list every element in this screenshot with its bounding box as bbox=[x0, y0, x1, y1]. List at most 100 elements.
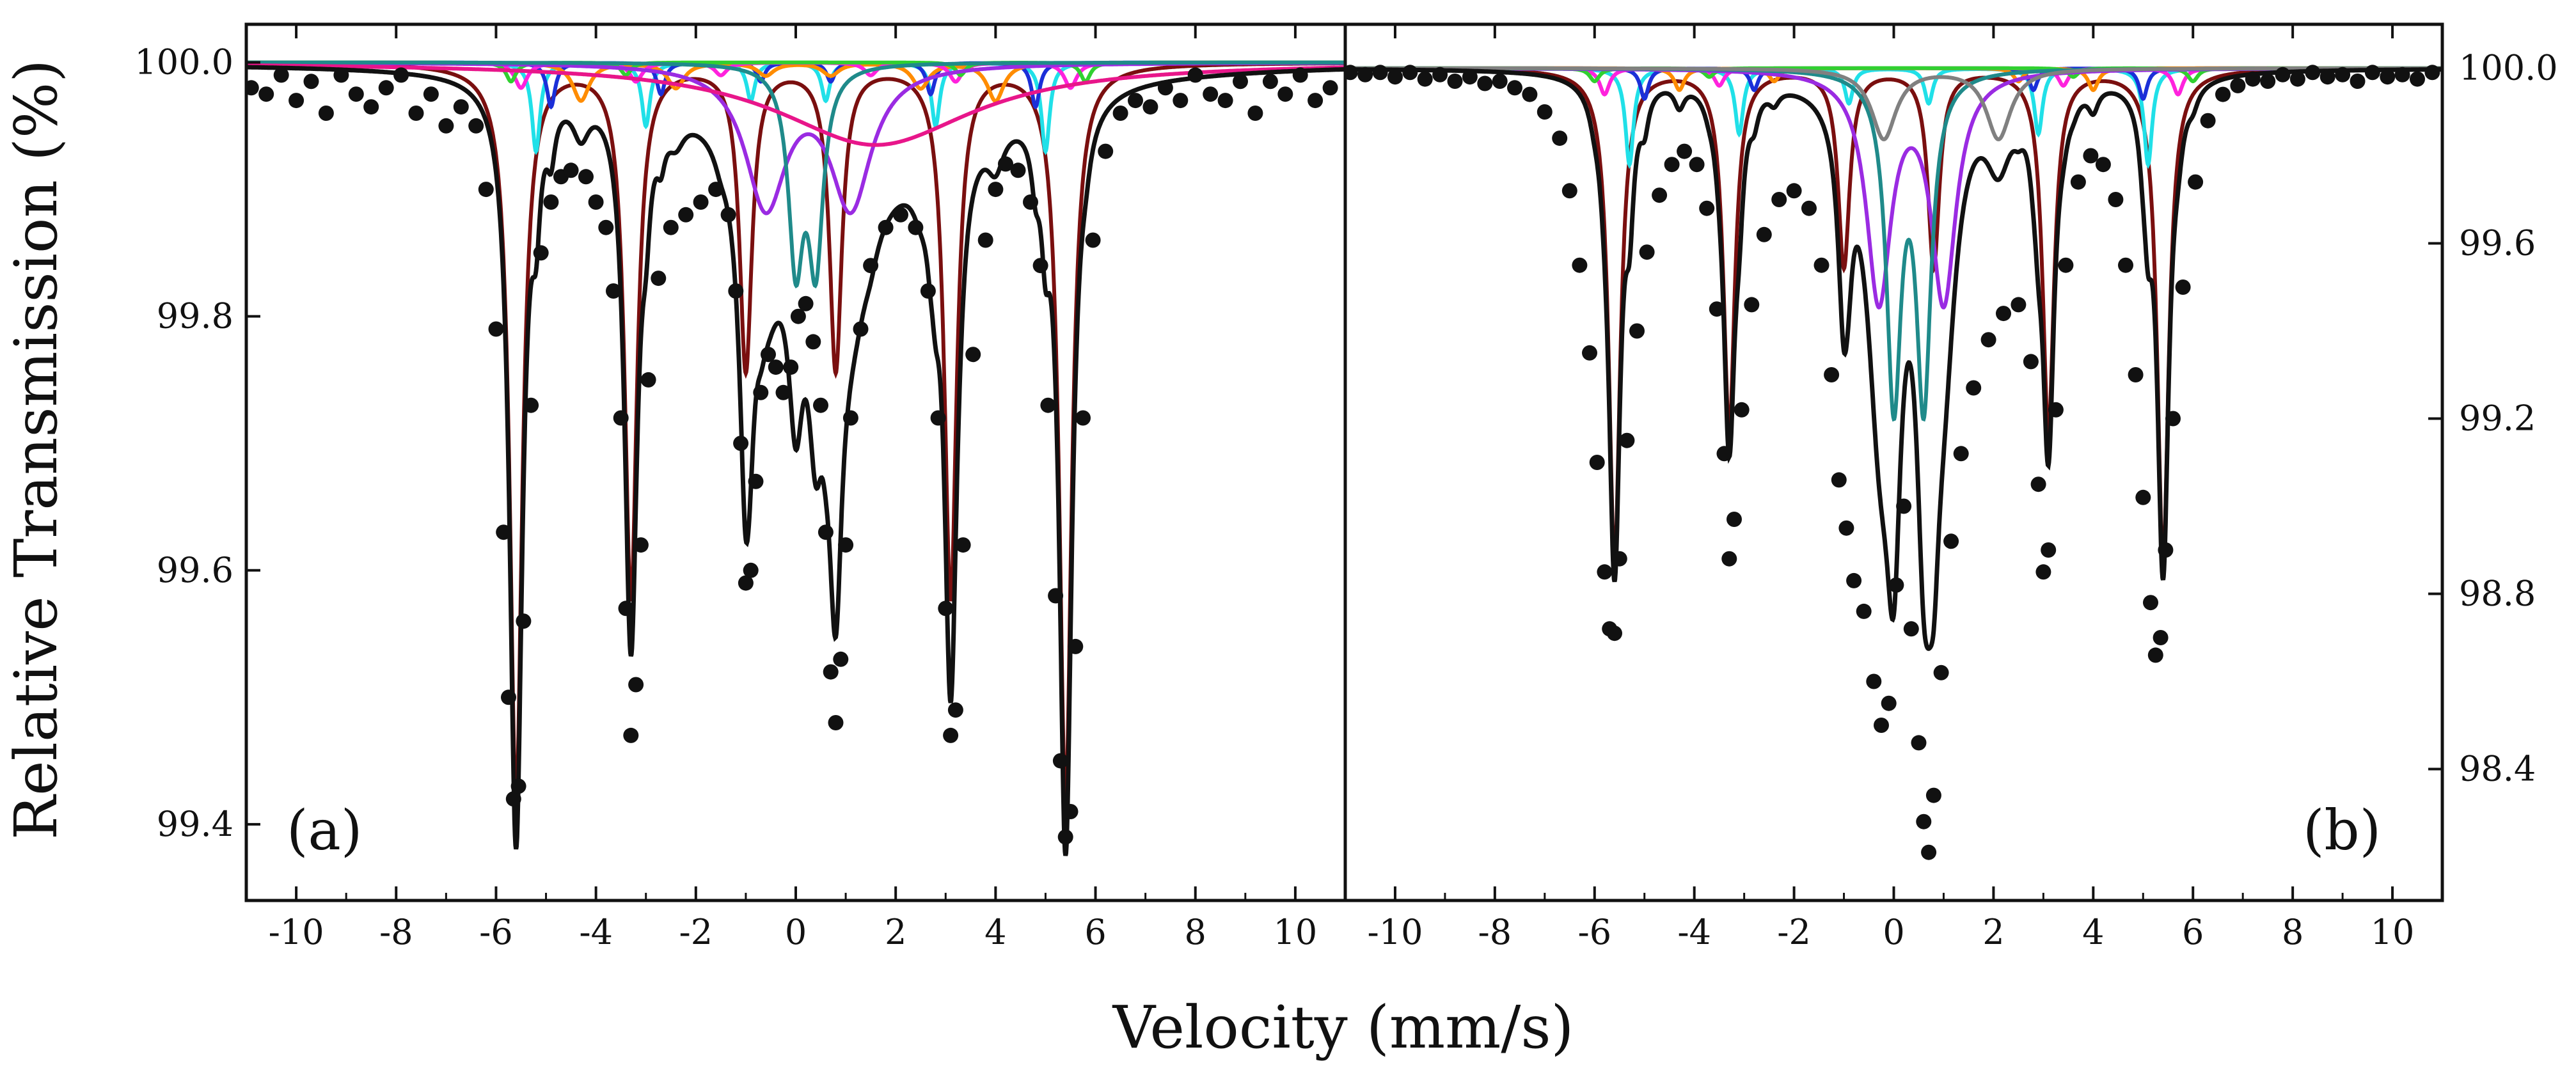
data-point bbox=[1063, 804, 1079, 819]
data-point bbox=[1052, 753, 1068, 769]
data-point bbox=[563, 162, 579, 178]
data-point bbox=[543, 194, 559, 210]
data-point bbox=[1582, 345, 1597, 361]
panel-b-plot: -10 -8 -6 -4 -2 0 2 4 6 8 10 98.4 98.8 99.2 99.6 100.0 bbox=[1343, 22, 2558, 952]
x-tick-label: -8 bbox=[1478, 912, 1512, 952]
data-point bbox=[1357, 67, 1373, 83]
data-point bbox=[2275, 67, 2291, 83]
data-point bbox=[2305, 65, 2321, 81]
data-point bbox=[258, 86, 274, 102]
data-point bbox=[2364, 65, 2380, 81]
data-point bbox=[738, 575, 754, 591]
data-point bbox=[988, 182, 1004, 198]
data-point bbox=[2165, 411, 2181, 427]
data-point bbox=[1996, 306, 2011, 322]
data-point bbox=[1277, 86, 1293, 102]
data-point bbox=[1734, 402, 1750, 418]
data-point bbox=[501, 689, 516, 705]
data-point bbox=[348, 86, 364, 102]
data-point bbox=[533, 245, 549, 261]
data-point bbox=[453, 99, 469, 115]
data-point bbox=[838, 537, 854, 553]
panel-a-plot: -10 -8 -6 -4 -2 0 2 4 6 8 10 99.4 99.6 99.8 100.0 bbox=[134, 22, 1347, 952]
data-point bbox=[1866, 673, 1882, 689]
data-point bbox=[1057, 829, 1073, 845]
data-point bbox=[743, 562, 759, 578]
x-tick-label: -4 bbox=[579, 912, 613, 952]
data-point bbox=[1112, 106, 1128, 121]
data-point bbox=[938, 601, 954, 617]
data-point bbox=[1048, 588, 1064, 604]
data-point bbox=[2350, 74, 2366, 89]
data-point bbox=[1417, 71, 1433, 87]
data-point bbox=[768, 359, 784, 375]
data-point bbox=[2394, 67, 2410, 83]
data-point bbox=[908, 219, 924, 235]
data-point bbox=[1247, 106, 1263, 121]
data-point bbox=[478, 182, 494, 198]
panel-b-label: (b) bbox=[2303, 799, 2381, 863]
data-point bbox=[2083, 148, 2099, 164]
data-point bbox=[1689, 157, 1705, 173]
data-point bbox=[273, 67, 289, 83]
data-point bbox=[1611, 551, 1627, 567]
data-point bbox=[2048, 402, 2064, 418]
data-point bbox=[488, 321, 504, 337]
data-point bbox=[2135, 489, 2151, 505]
x-tick-label: -4 bbox=[1677, 912, 1711, 952]
data-point bbox=[1507, 80, 1522, 96]
data-point bbox=[1402, 65, 1418, 81]
y-axis-title: Relative Transmission (%) bbox=[2, 59, 70, 840]
data-point bbox=[2230, 77, 2246, 93]
data-point bbox=[977, 232, 993, 248]
data-point bbox=[663, 219, 679, 235]
y-tick-label: 98.8 bbox=[2459, 574, 2536, 614]
data-point bbox=[1664, 157, 1680, 173]
x-axis-title: Velocity (mm/s) bbox=[1112, 993, 1574, 1062]
data-point bbox=[640, 372, 656, 388]
data-point bbox=[408, 106, 424, 121]
y-tick-label: 99.6 bbox=[157, 550, 233, 590]
data-point bbox=[783, 359, 799, 375]
data-point bbox=[998, 156, 1013, 172]
data-point bbox=[2335, 67, 2351, 83]
data-point bbox=[651, 271, 667, 287]
data-point bbox=[318, 106, 334, 121]
x-tick-label: 10 bbox=[2371, 912, 2415, 952]
data-point bbox=[1966, 380, 1982, 396]
data-point bbox=[1721, 551, 1737, 567]
data-point bbox=[1916, 814, 1932, 829]
data-point bbox=[1716, 446, 1732, 462]
data-point bbox=[2147, 647, 2163, 663]
x-tick-label: -6 bbox=[479, 912, 513, 952]
x-tick-label: -10 bbox=[1367, 912, 1423, 952]
data-point bbox=[955, 537, 971, 553]
data-point bbox=[1856, 603, 1872, 619]
data-point bbox=[748, 473, 764, 489]
x-tick-label: 4 bbox=[2082, 912, 2104, 952]
data-point bbox=[523, 397, 539, 413]
data-point bbox=[943, 727, 959, 743]
fit-doublet-teal bbox=[246, 60, 1345, 289]
data-point bbox=[1322, 80, 1338, 96]
data-point bbox=[965, 347, 981, 363]
data-point bbox=[606, 283, 621, 299]
data-point bbox=[1831, 472, 1847, 488]
data-point bbox=[2319, 69, 2335, 85]
data-point bbox=[2030, 476, 2046, 492]
data-point bbox=[2023, 354, 2039, 370]
data-point bbox=[588, 194, 604, 210]
data-point bbox=[1933, 664, 1949, 680]
data-point bbox=[1010, 162, 1026, 178]
data-point bbox=[1771, 192, 1787, 207]
data-point bbox=[1308, 93, 1324, 109]
y-tick-label: 99.4 bbox=[157, 804, 233, 844]
data-point bbox=[1217, 93, 1233, 109]
data-point bbox=[1677, 143, 1693, 159]
fit-components bbox=[1345, 66, 2442, 651]
data-point bbox=[1447, 74, 1463, 89]
fit-broad-pink bbox=[246, 63, 1345, 147]
data-point bbox=[1572, 257, 1588, 273]
data-point bbox=[2143, 595, 2158, 611]
data-point bbox=[633, 537, 649, 553]
